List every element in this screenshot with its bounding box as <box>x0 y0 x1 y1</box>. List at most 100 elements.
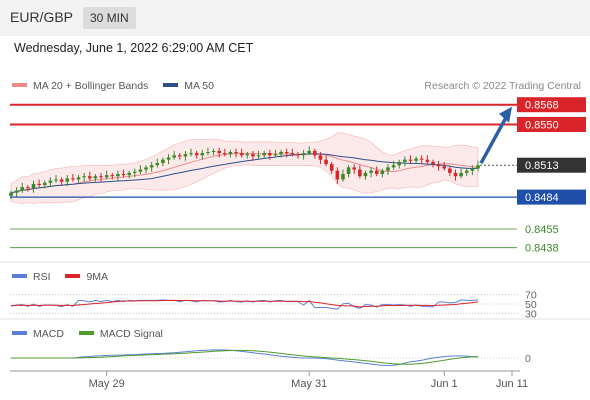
candle-body <box>453 172 458 177</box>
resistance-label-bg <box>517 117 586 132</box>
candle <box>200 149 205 160</box>
candle-body <box>99 176 103 178</box>
candle <box>206 147 210 156</box>
candle <box>189 148 193 157</box>
forecast-arrow-shaft <box>479 114 509 165</box>
candle-body <box>104 175 109 178</box>
legend-ma20-bollinger: MA 20 + Bollinger Bands <box>12 80 148 92</box>
candle-body <box>369 170 373 173</box>
candle-body <box>217 150 221 154</box>
candle <box>31 180 36 193</box>
research-credit: Research © 2022 Trading Central <box>424 80 581 92</box>
candle <box>391 160 396 170</box>
minor-support-price-label: 0.8438 <box>525 243 559 255</box>
candle-body <box>48 180 53 183</box>
main-legend: MA 20 + Bollinger Bands MA 50 <box>12 80 214 92</box>
legend-swatch-rsi-9ma <box>65 274 81 279</box>
candle-body <box>256 155 261 157</box>
support-price-label: 0.8484 <box>525 192 559 204</box>
candle-body <box>318 155 323 160</box>
macd-legend: MACD MACD Signal <box>12 328 163 340</box>
ma20-line <box>10 152 479 194</box>
candle-body <box>464 170 469 173</box>
candle-body <box>251 154 255 157</box>
candle-body <box>127 172 131 176</box>
macd-signal-line <box>11 349 479 365</box>
candle <box>104 170 109 180</box>
candle-body <box>223 153 227 155</box>
candle-body <box>262 153 266 156</box>
candle <box>177 153 182 160</box>
candle-body <box>358 169 362 177</box>
candle <box>87 171 92 181</box>
candle-body <box>425 159 430 162</box>
legend-rsi-label: RSI <box>33 271 51 283</box>
candle-body <box>177 155 182 157</box>
candle-body <box>20 187 25 191</box>
candle <box>76 175 81 183</box>
candle <box>273 149 278 158</box>
candle <box>397 159 402 169</box>
candle <box>464 168 469 177</box>
candle-body <box>116 174 120 177</box>
candle-body <box>335 170 340 180</box>
candle <box>284 148 289 158</box>
candle-body <box>324 159 328 165</box>
candle <box>290 148 295 157</box>
candle-body <box>470 168 475 171</box>
resistance-price-label: 0.8550 <box>525 120 559 132</box>
candle-body <box>194 153 199 156</box>
candle <box>369 167 373 178</box>
candle <box>71 174 75 182</box>
legend-ma50-label: MA 50 <box>184 80 214 92</box>
macd-zero-label: 0 <box>525 353 531 365</box>
candle <box>268 149 272 160</box>
candle-body <box>144 167 148 170</box>
candle-body <box>132 171 137 173</box>
candle <box>155 158 160 168</box>
candle-body <box>431 161 435 165</box>
candle-body <box>149 165 154 168</box>
candle <box>335 167 340 184</box>
chart-datetime: Wednesday, June 1, 2022 6:29:00 AM CET <box>14 41 254 55</box>
candle-body <box>211 150 216 152</box>
candle <box>54 175 58 183</box>
candle <box>183 150 188 161</box>
rsi-legend: RSI 9MA <box>12 271 108 283</box>
current-price-label: 0.8513 <box>525 160 559 172</box>
candle-body <box>42 182 47 185</box>
candle-body <box>386 167 390 171</box>
candle-body <box>296 154 300 156</box>
candle <box>166 154 171 165</box>
candle <box>194 150 199 159</box>
candle <box>324 155 328 167</box>
x-tick-label: May 31 <box>291 378 327 390</box>
candle-body <box>31 183 36 189</box>
minor-support-price-label: 0.8455 <box>525 224 559 236</box>
candle-body <box>172 155 176 158</box>
candle-body <box>110 175 115 177</box>
rsi-level-label: 30 <box>525 308 537 320</box>
candle <box>341 169 345 182</box>
candle-body <box>403 159 407 162</box>
candle <box>470 165 475 176</box>
candle <box>161 157 165 167</box>
symbol-label: EUR/GBP <box>10 9 74 25</box>
candle <box>318 152 323 165</box>
candle-body <box>155 163 160 166</box>
candle <box>121 169 126 178</box>
timeframe-button[interactable]: 30 MIN <box>83 7 136 29</box>
candle <box>144 165 148 173</box>
candle-body <box>189 153 193 155</box>
candle <box>228 149 233 158</box>
candle <box>313 148 317 159</box>
candle <box>262 150 266 159</box>
rsi-level-label: 50 <box>525 299 537 311</box>
candle-body <box>290 153 295 155</box>
candle-body <box>206 152 210 154</box>
candle <box>386 164 390 176</box>
candle <box>48 177 53 188</box>
candle <box>223 148 227 157</box>
candle-body <box>476 165 480 169</box>
candle-body <box>419 158 424 160</box>
